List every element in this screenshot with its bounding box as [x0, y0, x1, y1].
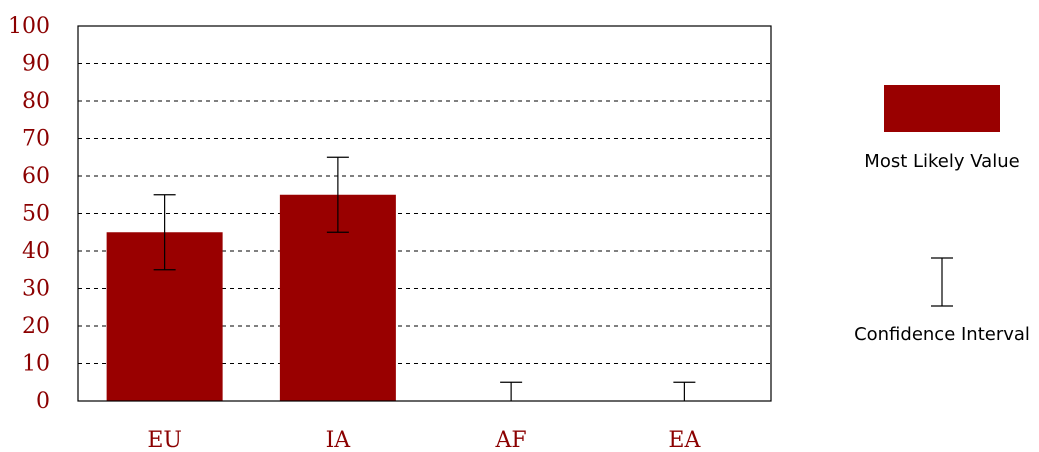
bars — [106, 194, 396, 401]
legend-label-confidence-interval: Confidence Interval — [854, 324, 1030, 345]
error-bar-eu — [153, 194, 176, 271]
y-tick-label: 50 — [22, 202, 50, 227]
legend-swatch-most-likely-value — [884, 85, 1000, 132]
y-tick-label: 70 — [22, 127, 50, 152]
x-tick-label-af: AF — [495, 428, 527, 452]
x-tick-label-ea: EA — [668, 428, 701, 452]
x-tick-label-eu: EU — [147, 428, 182, 452]
y-tick-label: 60 — [22, 164, 50, 189]
error-bar-ia — [326, 156, 349, 233]
error-bars — [153, 156, 696, 401]
y-tick-label: 0 — [36, 389, 50, 414]
y-tick-label: 40 — [22, 239, 50, 264]
y-axis-ticks: 0 10 20 30 40 50 60 70 80 90 100 — [8, 14, 50, 414]
y-tick-label: 90 — [22, 52, 50, 77]
error-bar-ea — [673, 381, 696, 401]
y-tick-label: 30 — [22, 277, 50, 302]
y-tick-label: 80 — [22, 89, 50, 114]
y-tick-label: 20 — [22, 314, 50, 339]
error-bar-af — [500, 381, 523, 401]
y-tick-label: 100 — [8, 14, 50, 39]
x-tick-label-ia: IA — [326, 428, 352, 452]
legend: Most Likely Value Confidence Interval — [854, 85, 1030, 345]
y-tick-label: 10 — [22, 352, 50, 377]
plot-frame — [77, 25, 772, 402]
legend-label-most-likely-value: Most Likely Value — [864, 151, 1019, 172]
legend-marker-confidence-interval — [931, 257, 953, 307]
x-axis-ticks: EU IA AF EA — [147, 428, 701, 452]
